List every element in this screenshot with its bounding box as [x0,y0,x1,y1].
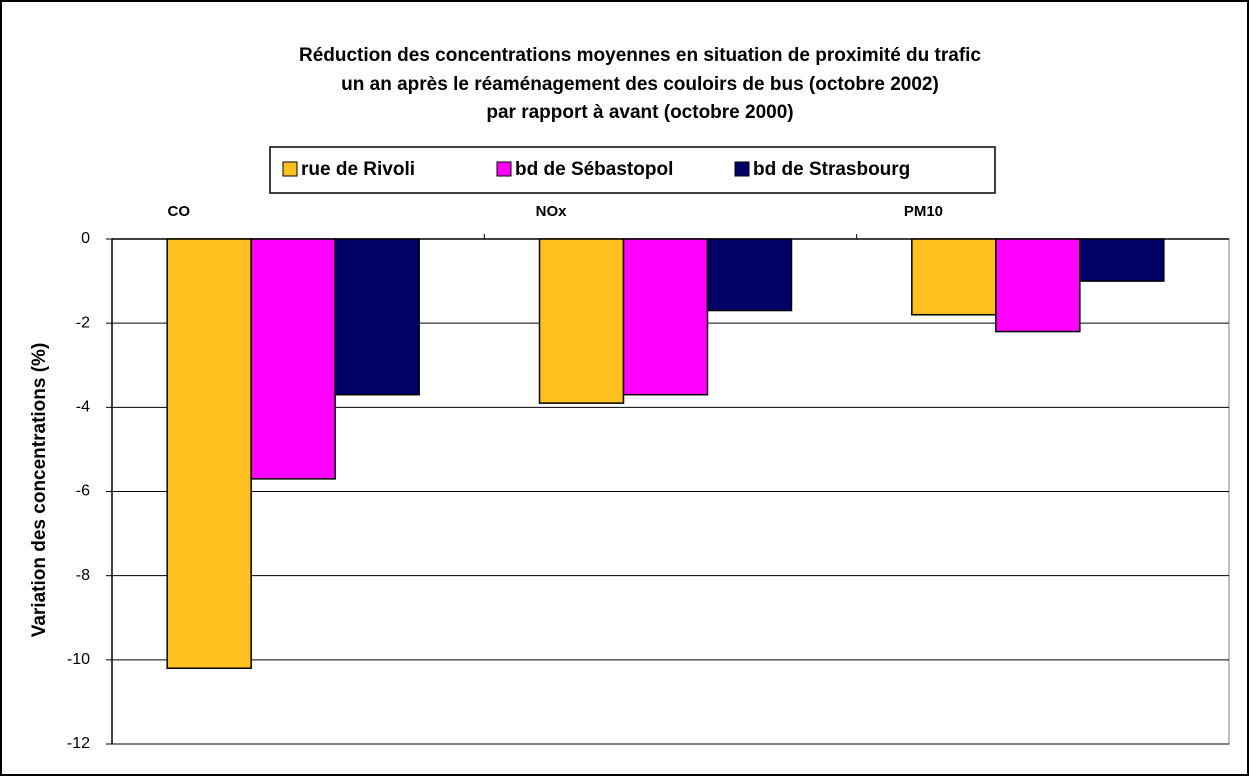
chart-title: Réduction des concentrations moyennes en… [299,45,981,66]
y-tick-label: -6 [76,483,90,500]
legend-label: bd de Strasbourg [753,159,910,180]
y-tick-label: -12 [67,735,90,752]
y-axis-label: Variation des concentrations (%) [29,343,50,638]
y-tick-label: -10 [67,651,90,668]
y-tick-label: 0 [81,230,90,247]
legend-label: bd de Sébastopol [515,159,673,180]
bar [334,238,420,396]
x-tick-label: NOx [536,203,568,220]
bar [911,238,997,316]
x-tick-label: PM10 [904,203,943,220]
legend-label: rue de Rivoli [301,159,415,180]
y-tick-label: -4 [76,399,90,416]
legend-box [269,146,996,194]
bar [622,238,709,396]
bar [538,238,625,404]
x-tick-label: CO [168,203,191,220]
y-tick-label: -8 [76,567,90,584]
bar [250,238,336,480]
legend-swatch [496,161,512,177]
bar [706,238,793,312]
legend-swatch [734,161,750,177]
bar [1079,238,1165,282]
y-tick-label: -2 [76,314,90,331]
bar [166,238,252,669]
chart-title: par rapport à avant (octobre 2000) [486,102,793,123]
legend-swatch [282,161,298,177]
chart-title: un an après le réaménagement des couloir… [341,74,939,95]
bar [995,238,1081,333]
